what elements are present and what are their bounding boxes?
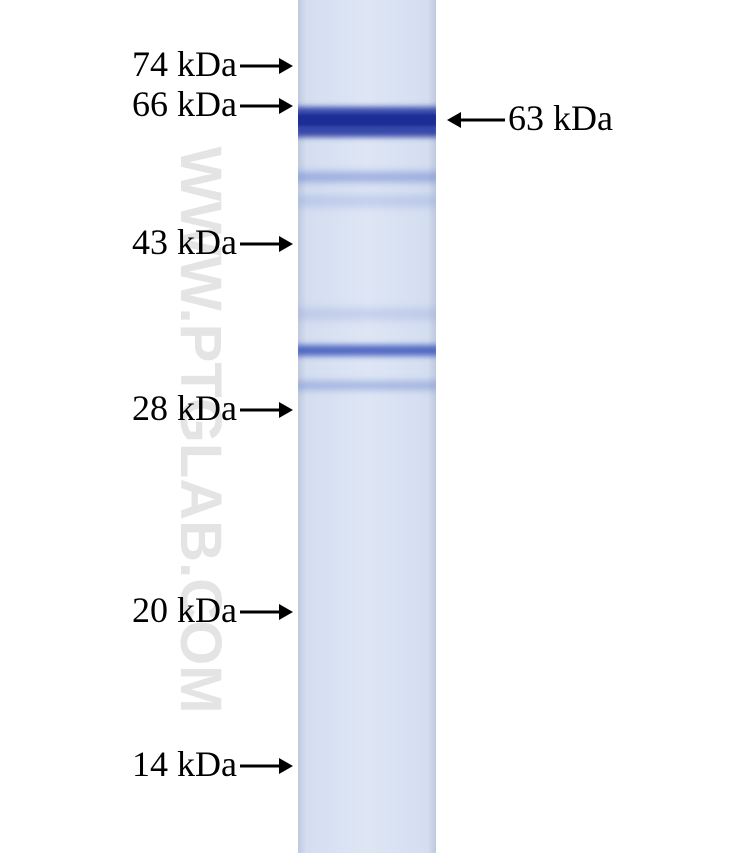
gel-figure: WWW.PTGLAB.COM 74 kDa66 kDa43 kDa28 kDa2… [0, 0, 740, 853]
right-marker-label-container: 63 kDa [0, 0, 740, 853]
target-band-label: 63 kDa [508, 100, 613, 136]
